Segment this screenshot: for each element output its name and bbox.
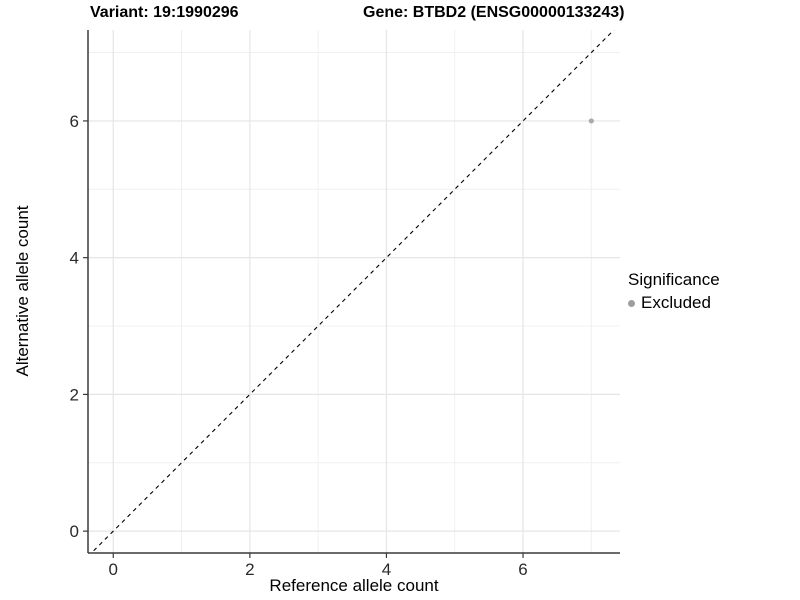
legend-item-label: Excluded (641, 293, 711, 312)
y-tick-label: 2 (70, 385, 79, 404)
y-tick-label: 0 (70, 522, 79, 541)
x-tick-label: 2 (245, 560, 254, 579)
y-tick-label: 4 (70, 249, 79, 268)
legend: Significance Excluded (628, 270, 720, 313)
plot-title-gene: Gene: BTBD2 (ENSG00000133243) (363, 4, 625, 21)
data-point (588, 118, 594, 124)
identity-line (90, 30, 615, 553)
x-tick-label: 0 (109, 560, 118, 579)
legend-title: Significance (628, 270, 720, 289)
y-tick-label: 6 (70, 112, 79, 131)
x-tick-label: 4 (382, 560, 391, 579)
y-axis-title: Alternative allele count (13, 205, 32, 377)
x-axis-title: Reference allele count (269, 576, 439, 595)
legend-point-icon (628, 299, 635, 307)
legend-item-excluded: Excluded (628, 293, 720, 313)
x-tick-label: 6 (518, 560, 527, 579)
plot-title-variant: Variant: 19:1990296 (90, 4, 239, 21)
